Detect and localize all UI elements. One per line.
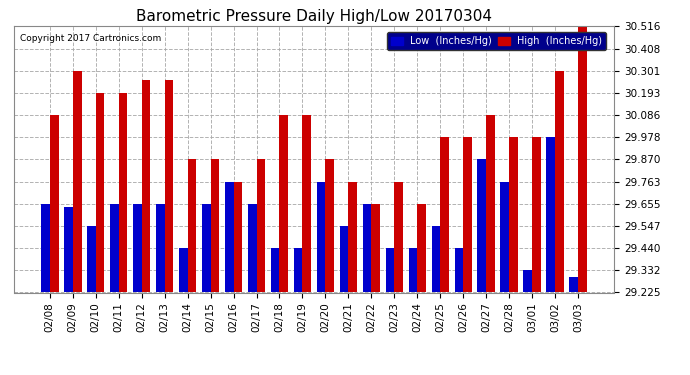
Bar: [50, 115, 59, 292]
Title: Barometric Pressure Daily High/Low 20170304: Barometric Pressure Daily High/Low 20170…: [136, 9, 492, 24]
Bar: [225, 182, 233, 292]
Bar: [294, 248, 302, 292]
Bar: [41, 204, 50, 292]
Bar: [440, 137, 449, 292]
Bar: [524, 270, 532, 292]
Bar: [486, 115, 495, 292]
Bar: [270, 248, 279, 292]
Bar: [233, 182, 242, 292]
Bar: [386, 248, 395, 292]
Bar: [96, 93, 104, 292]
Bar: [408, 248, 417, 292]
Text: Copyright 2017 Cartronics.com: Copyright 2017 Cartronics.com: [20, 34, 161, 43]
Bar: [463, 137, 472, 292]
Bar: [72, 70, 81, 292]
Bar: [546, 137, 555, 292]
Bar: [87, 226, 96, 292]
Bar: [569, 277, 578, 292]
Bar: [500, 182, 509, 292]
Bar: [317, 182, 326, 292]
Bar: [210, 159, 219, 292]
Bar: [257, 159, 265, 292]
Bar: [64, 207, 72, 292]
Bar: [455, 248, 463, 292]
Bar: [348, 182, 357, 292]
Bar: [279, 115, 288, 292]
Bar: [395, 182, 403, 292]
Bar: [133, 204, 141, 292]
Bar: [532, 137, 541, 292]
Bar: [477, 159, 486, 292]
Bar: [156, 204, 165, 292]
Bar: [363, 204, 371, 292]
Legend: Low  (Inches/Hg), High  (Inches/Hg): Low (Inches/Hg), High (Inches/Hg): [387, 33, 607, 50]
Bar: [141, 80, 150, 292]
Bar: [302, 115, 311, 292]
Bar: [371, 204, 380, 292]
Bar: [110, 204, 119, 292]
Bar: [188, 159, 197, 292]
Bar: [248, 204, 257, 292]
Bar: [417, 204, 426, 292]
Bar: [578, 26, 586, 292]
Bar: [431, 226, 440, 292]
Bar: [339, 226, 348, 292]
Bar: [326, 159, 334, 292]
Bar: [509, 137, 518, 292]
Bar: [555, 70, 564, 292]
Bar: [179, 248, 188, 292]
Bar: [165, 80, 173, 292]
Bar: [119, 93, 128, 292]
Bar: [202, 204, 210, 292]
